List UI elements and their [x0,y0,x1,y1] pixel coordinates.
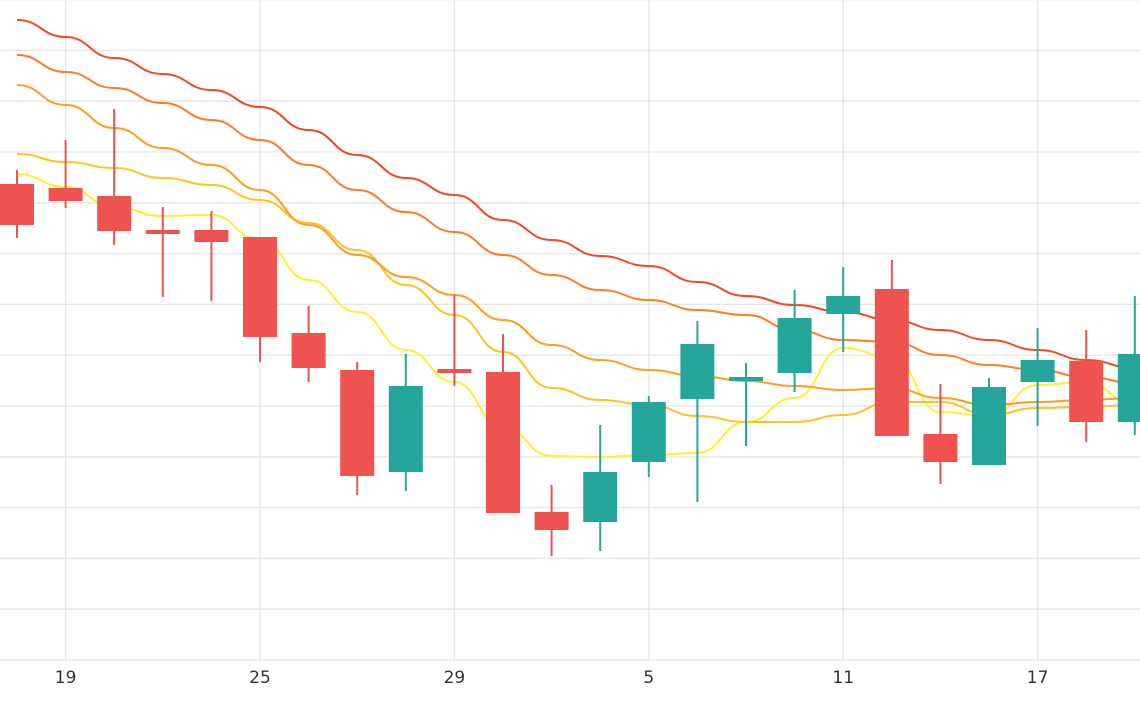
candle-body-up [388,386,423,472]
candle-body-up [777,318,812,373]
candle-body-up [1117,354,1140,422]
overlay-line [16,19,1140,370]
x-axis: 19 25 29 5 11 17 [55,668,1049,688]
candle-body-down [194,230,229,242]
grid [0,0,1140,661]
x-tick-label: 19 [55,668,77,688]
x-tick-label: 29 [444,668,466,688]
candles [0,109,1140,556]
overlay-line [16,54,1140,385]
candle-body-up [972,387,1006,465]
overlay-line [16,153,1140,424]
candle-body-down [486,372,520,513]
x-tick-label: 25 [249,668,271,688]
x-tick-label: 17 [1027,668,1049,688]
candle-body-up [826,296,861,314]
candle-body-down [437,369,472,373]
candle-body-up [583,472,618,522]
candle-body-down [243,237,277,337]
overlay-line [16,84,1140,407]
candle-body-down [534,512,569,530]
candle-body-up [680,344,715,399]
candle-body-down [340,370,375,476]
candle-body-down [48,188,83,201]
candle-body-down [1069,361,1104,422]
candle-body-down [0,184,34,225]
candle-body-down [923,434,958,462]
candle-body-down [874,289,909,436]
candle-body-up [1020,360,1055,382]
x-tick-label: 5 [643,668,654,688]
candle-body-down [291,333,326,368]
x-tick-label: 11 [832,668,854,688]
candle-body-down [145,230,180,234]
candle-body-down [97,196,132,231]
overlay-lines [16,19,1140,459]
overlay-line [16,173,1140,459]
candle-body-up [631,402,666,462]
candle-body-up [729,377,763,381]
